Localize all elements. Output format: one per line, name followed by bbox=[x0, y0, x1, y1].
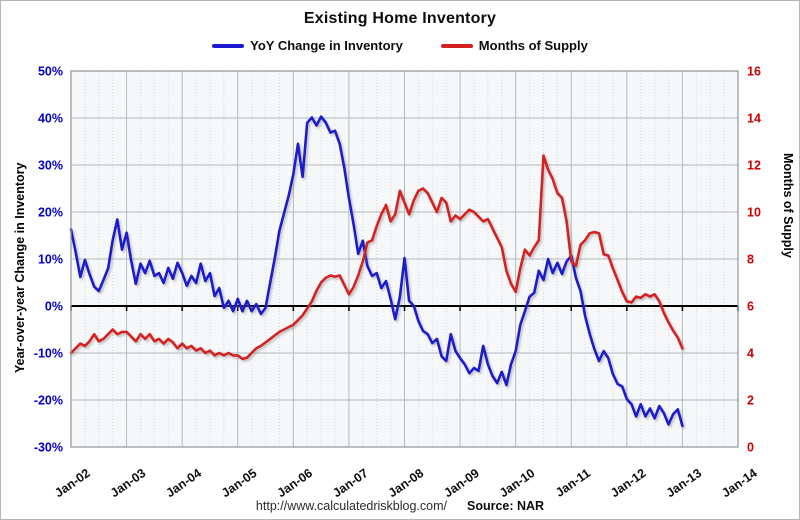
x-tick-label: Jan-09 bbox=[441, 466, 482, 500]
x-tick-label: Jan-10 bbox=[497, 466, 538, 500]
left-tick-label: 20% bbox=[38, 206, 63, 220]
months-of-supply-line bbox=[69, 154, 684, 361]
months-supply-line-swatch bbox=[440, 43, 473, 48]
x-tick-label: Jan-11 bbox=[553, 466, 593, 500]
left-tick-label: 40% bbox=[38, 112, 63, 126]
x-tick-label: Jan-13 bbox=[664, 466, 705, 500]
right-tick-label: 16 bbox=[747, 65, 761, 79]
left-axis-title: Year-over-year Change in Inventory bbox=[13, 162, 27, 374]
chart-title: Existing Home Inventory bbox=[303, 10, 497, 27]
left-tick-label: -10% bbox=[34, 347, 63, 361]
footer-source: Source: NAR bbox=[466, 499, 545, 513]
left-tick-label: 30% bbox=[38, 159, 63, 173]
left-tick-label: -20% bbox=[34, 394, 63, 408]
x-tick-label: Jan-03 bbox=[108, 466, 149, 500]
x-tick-label: Jan-02 bbox=[52, 466, 93, 500]
yoy-line-swatch bbox=[212, 43, 245, 48]
right-tick-label: 8 bbox=[747, 253, 754, 267]
x-tick-label: Jan-06 bbox=[275, 466, 316, 500]
right-tick-label: 4 bbox=[747, 347, 754, 361]
right-tick-label: 10 bbox=[747, 206, 761, 220]
x-tick-label: Jan-04 bbox=[163, 466, 204, 500]
x-tick-label: Jan-12 bbox=[608, 466, 649, 500]
left-tick-label: 10% bbox=[38, 253, 63, 267]
legend: YoY Change in Inventory Months of Supply bbox=[1, 38, 799, 53]
footer-url: http://www.calculatedriskblog.com/ bbox=[255, 499, 447, 513]
plot-border bbox=[70, 70, 739, 448]
months-supply-legend-label: Months of Supply bbox=[478, 38, 588, 53]
left-tick-label: 50% bbox=[38, 65, 63, 79]
right-tick-label: 14 bbox=[747, 112, 761, 126]
yoy-legend-label: YoY Change in Inventory bbox=[250, 38, 403, 53]
x-tick-label: Jan-08 bbox=[386, 466, 427, 500]
legend-item-months-supply: Months of Supply bbox=[440, 38, 588, 53]
right-tick-label: 2 bbox=[747, 394, 754, 408]
x-tick-label: Jan-07 bbox=[330, 466, 371, 500]
right-tick-label: 0 bbox=[747, 441, 754, 455]
right-tick-label: 6 bbox=[747, 300, 754, 314]
left-tick-label: 0% bbox=[45, 300, 63, 314]
footer: http://www.calculatedriskblog.com/ Sourc… bbox=[1, 499, 799, 513]
yoy-inventory-line bbox=[69, 115, 684, 428]
gridlines bbox=[71, 71, 738, 447]
x-tick-label: Jan-05 bbox=[219, 466, 260, 500]
right-axis-title: Months of Supply bbox=[781, 153, 795, 258]
x-tick-label: Jan-14 bbox=[719, 466, 760, 500]
legend-item-yoy: YoY Change in Inventory bbox=[212, 38, 403, 53]
right-tick-label: 12 bbox=[747, 159, 761, 173]
left-tick-label: -30% bbox=[34, 441, 63, 455]
